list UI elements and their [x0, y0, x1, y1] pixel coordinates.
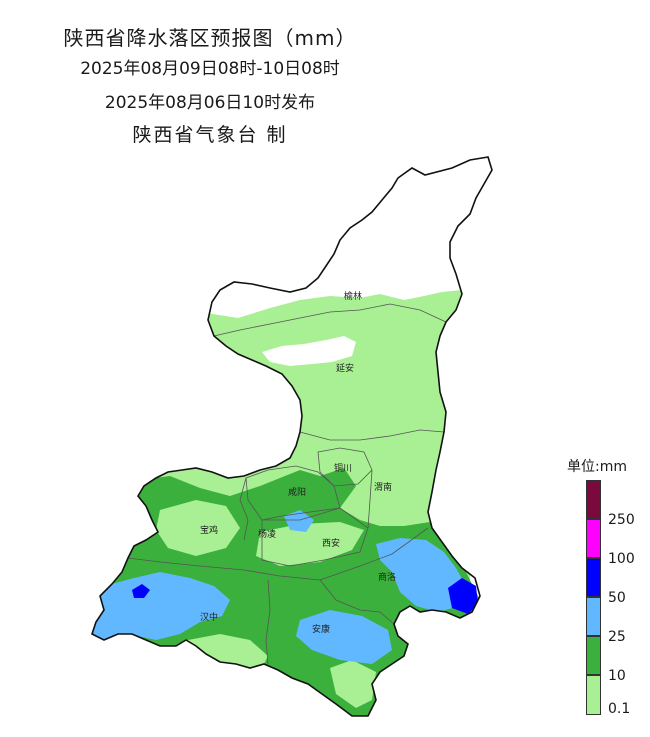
city-label-baoji: 宝鸡	[200, 524, 218, 536]
boundary-yanan-south	[299, 429, 445, 441]
city-label-yangling: 杨凌	[258, 528, 276, 540]
legend-swatch-10-25	[586, 636, 601, 675]
legend-label-0.1: 0.1	[608, 701, 631, 717]
city-label-tongchuan: 铜川	[334, 462, 352, 474]
rain-band-25-50-west	[92, 572, 230, 640]
rain-band-25-50-xianyang	[284, 510, 314, 532]
forecast-period: 2025年08月09日08时-10日08时	[80, 59, 340, 79]
city-label-xian: 西安	[322, 537, 340, 549]
boundary-weinan-west	[367, 469, 373, 529]
legend-swatch-25-50	[586, 597, 601, 636]
boundary-guanzhong-south	[127, 527, 429, 581]
legend-swatch-50-100	[586, 558, 601, 597]
boundary-tongchuan	[317, 447, 373, 487]
rain-band-50-100-east	[448, 578, 478, 614]
precipitation-layers	[92, 157, 492, 716]
boundary-ankang-shangluo	[319, 579, 395, 625]
dry-patch	[262, 336, 356, 366]
boundary-xian	[261, 507, 369, 567]
city-label-weinan: 渭南	[374, 481, 392, 493]
legend-swatch-0.1-10	[586, 675, 601, 715]
light-patch-xian	[256, 522, 364, 566]
city-label-yanan: 延安	[336, 362, 354, 374]
issue-time: 2025年08月06日10时发布	[104, 93, 316, 113]
legend-label-25: 25	[608, 629, 626, 645]
rain-band-25-50-ankang	[296, 610, 392, 664]
light-patch-baoji	[156, 500, 240, 556]
map-title: 陕西省降水落区预报图（mm）	[63, 26, 357, 50]
rain-band-50-100-west	[132, 584, 150, 598]
legend-label-10: 10	[608, 668, 626, 684]
city-label-yulin: 榆林	[344, 290, 362, 302]
legend-label-50: 50	[608, 590, 626, 606]
legend-label-100: 100	[608, 551, 635, 567]
city-label-shangluo: 商洛	[378, 571, 396, 583]
legend-swatch-250-plus	[586, 480, 601, 519]
city-label-xianyang: 咸阳	[288, 486, 306, 498]
city-boundaries	[127, 303, 447, 665]
boundary-baoji-east	[239, 477, 249, 541]
legend-title: 单位:mm	[567, 459, 627, 475]
light-patch-ankang-south	[330, 660, 376, 708]
boundary-hanzhong-ankang	[265, 579, 271, 665]
city-label-hanzhong: 汉中	[200, 611, 218, 623]
issuer: 陕西省气象台 制	[132, 124, 288, 146]
city-label-ankang: 安康	[312, 623, 330, 635]
legend-label-250: 250	[608, 512, 635, 528]
legend-swatch-100-250	[586, 519, 601, 558]
boundary-yulin-yanan	[213, 303, 447, 337]
rain-band-25-50-east	[376, 538, 466, 612]
